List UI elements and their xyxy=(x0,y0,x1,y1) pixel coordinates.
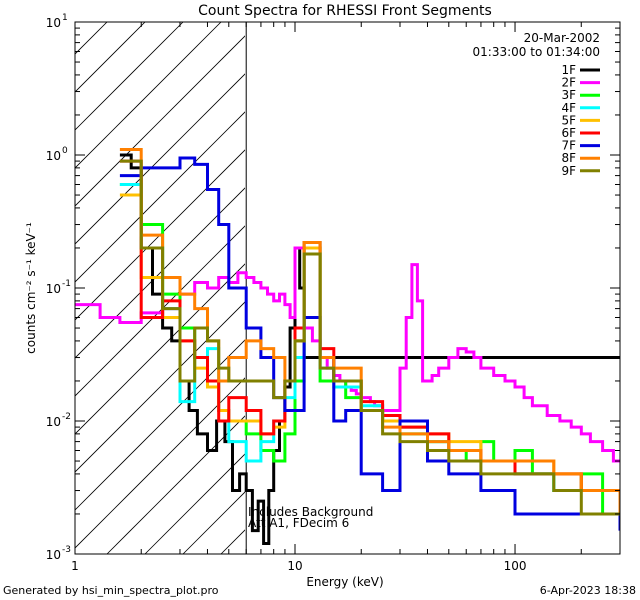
x-tick-label: 100 xyxy=(504,559,527,573)
x-tick-labels: 1 10 100 xyxy=(71,559,526,573)
hatch-line xyxy=(75,35,245,207)
y-tick-label: 10 xyxy=(46,548,61,562)
legend-label-5F: 5F xyxy=(561,113,576,127)
legend-label-1F: 1F xyxy=(561,63,576,77)
axis-ticks xyxy=(74,22,621,555)
series-1F xyxy=(119,153,620,545)
hatch-line xyxy=(144,453,245,554)
x-axis-label: Energy (keV) xyxy=(306,575,383,589)
legend-label-7F: 7F xyxy=(561,139,576,153)
series-9F xyxy=(119,159,620,516)
hatch-line xyxy=(75,22,146,93)
chart-title: Count Spectra for RHESSI Front Segments xyxy=(198,3,492,19)
attenuator-hatch xyxy=(75,22,245,554)
hatch-line xyxy=(75,22,222,169)
series-2F xyxy=(75,246,620,463)
y-tick-label: 10 xyxy=(46,415,61,429)
y-tick-exponent: -3 xyxy=(62,545,71,555)
legend-label-6F: 6F xyxy=(561,126,576,140)
x-tick-label: 1 xyxy=(71,559,79,573)
hatch-line xyxy=(75,339,245,511)
legend-time-range: 01:33:00 to 01:34:00 xyxy=(473,45,600,59)
y-tick-exponent: -1 xyxy=(62,279,71,289)
legend-label-9F: 9F xyxy=(561,164,576,178)
hatch-line xyxy=(75,301,245,473)
legend-label-2F: 2F xyxy=(561,76,576,90)
y-axis-label: counts cm⁻² s⁻¹ keV⁻¹ xyxy=(24,222,38,354)
footer-timestamp: 6-Apr-2023 18:38 xyxy=(540,584,636,597)
hatch-line xyxy=(75,377,245,549)
annotation-attenuator: Att A1, FDecim 6 xyxy=(248,516,349,530)
hatch-line xyxy=(75,225,245,397)
y-tick-exponent: -2 xyxy=(62,412,71,422)
y-tick-label: 10 xyxy=(46,16,61,30)
y-tick-exponent: 0 xyxy=(62,146,68,156)
x-tick-label: 10 xyxy=(287,559,302,573)
legend-label-4F: 4F xyxy=(561,101,576,115)
hatch-line xyxy=(75,149,245,321)
y-tick-label: 10 xyxy=(46,282,61,296)
hatch-line xyxy=(75,22,184,131)
legend-label-8F: 8F xyxy=(561,151,576,165)
y-tick-label: 10 xyxy=(46,149,61,163)
hatch-line xyxy=(75,73,245,245)
legend-label-3F: 3F xyxy=(561,88,576,102)
hatch-line xyxy=(75,263,245,435)
annotation-background: Includes Background xyxy=(248,505,373,519)
series-group xyxy=(75,148,620,545)
footer-generated-by: Generated by hsi_min_spectra_plot.pro xyxy=(3,584,219,597)
hatch-line xyxy=(75,187,245,359)
y-tick-exponent: 1 xyxy=(62,13,68,23)
hatch-line xyxy=(106,415,245,554)
legend-date: 20-Mar-2002 xyxy=(524,31,600,45)
